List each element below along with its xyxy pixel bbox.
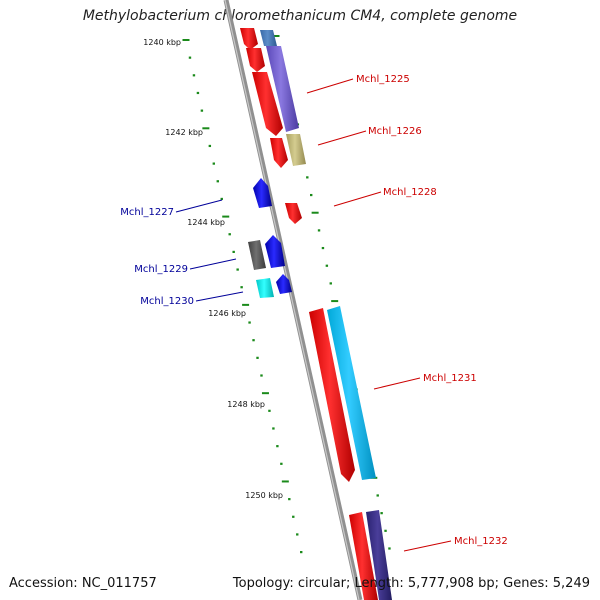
tick-label: 1246 kbp — [208, 309, 246, 318]
cds-feature — [253, 178, 272, 208]
cds-feature — [266, 46, 299, 132]
leader-line — [175, 199, 223, 213]
label-leader-lines — [175, 78, 452, 552]
map-title: Methylobacterium chloromethanicum CM4, c… — [82, 8, 518, 24]
genome-summary: Topology: circular; Length: 5,777,908 bp… — [232, 576, 590, 591]
accession-label: Accession: NC_011757 — [9, 576, 157, 591]
gene-label-mchl-1225: Mchl_1225 — [356, 74, 410, 85]
cds-feature — [349, 512, 378, 600]
cds-feature — [327, 306, 376, 480]
gene-label-mchl-1232: Mchl_1232 — [454, 536, 508, 547]
cds-feature — [285, 203, 302, 224]
tick-label: 1250 kbp — [245, 491, 283, 500]
cds-feature — [276, 274, 292, 294]
backbone-highlight — [224, 0, 360, 600]
cds-feature — [265, 235, 285, 268]
cds-feature — [252, 72, 283, 136]
gene-label-mchl-1230: Mchl_1230 — [140, 296, 194, 307]
leader-line — [403, 540, 452, 552]
leader-line — [317, 130, 367, 146]
gene-label-mchl-1231: Mchl_1231 — [423, 373, 477, 384]
leader-line — [189, 258, 237, 270]
cds-feature — [246, 48, 265, 72]
gene-label-mchl-1226: Mchl_1226 — [368, 126, 422, 137]
gene-labels: Mchl_1225 Mchl_1226 Mchl_1228 Mchl_1227 … — [120, 74, 507, 547]
cds-feature — [240, 28, 258, 50]
cds-feature — [256, 278, 274, 298]
cds-feature — [270, 138, 288, 168]
gene-label-mchl-1228: Mchl_1228 — [383, 187, 437, 198]
tick-labels: 1240 kbp 1242 kbp 1244 kbp 1246 kbp 1248… — [143, 38, 283, 500]
cds-feature — [286, 134, 306, 166]
gene-label-mchl-1227: Mchl_1227 — [120, 207, 174, 218]
tick-label: 1244 kbp — [187, 218, 225, 227]
cds-feature — [366, 510, 392, 600]
leader-line — [195, 291, 244, 302]
feature-track-colored — [260, 30, 392, 600]
cds-feature — [248, 240, 266, 270]
cds-track-reverse — [248, 178, 292, 298]
leader-line — [333, 191, 382, 207]
tick-label: 1240 kbp — [143, 38, 181, 47]
gene-label-mchl-1229: Mchl_1229 — [134, 264, 188, 275]
tick-label: 1248 kbp — [227, 400, 265, 409]
cds-track-forward — [240, 28, 378, 600]
backbone-line — [223, 0, 363, 600]
leader-line — [373, 377, 421, 390]
leader-line — [306, 78, 354, 94]
tick-label: 1242 kbp — [165, 128, 203, 137]
cds-feature — [309, 308, 355, 482]
cds-feature — [260, 30, 277, 46]
tick-marks-left — [182, 39, 303, 554]
